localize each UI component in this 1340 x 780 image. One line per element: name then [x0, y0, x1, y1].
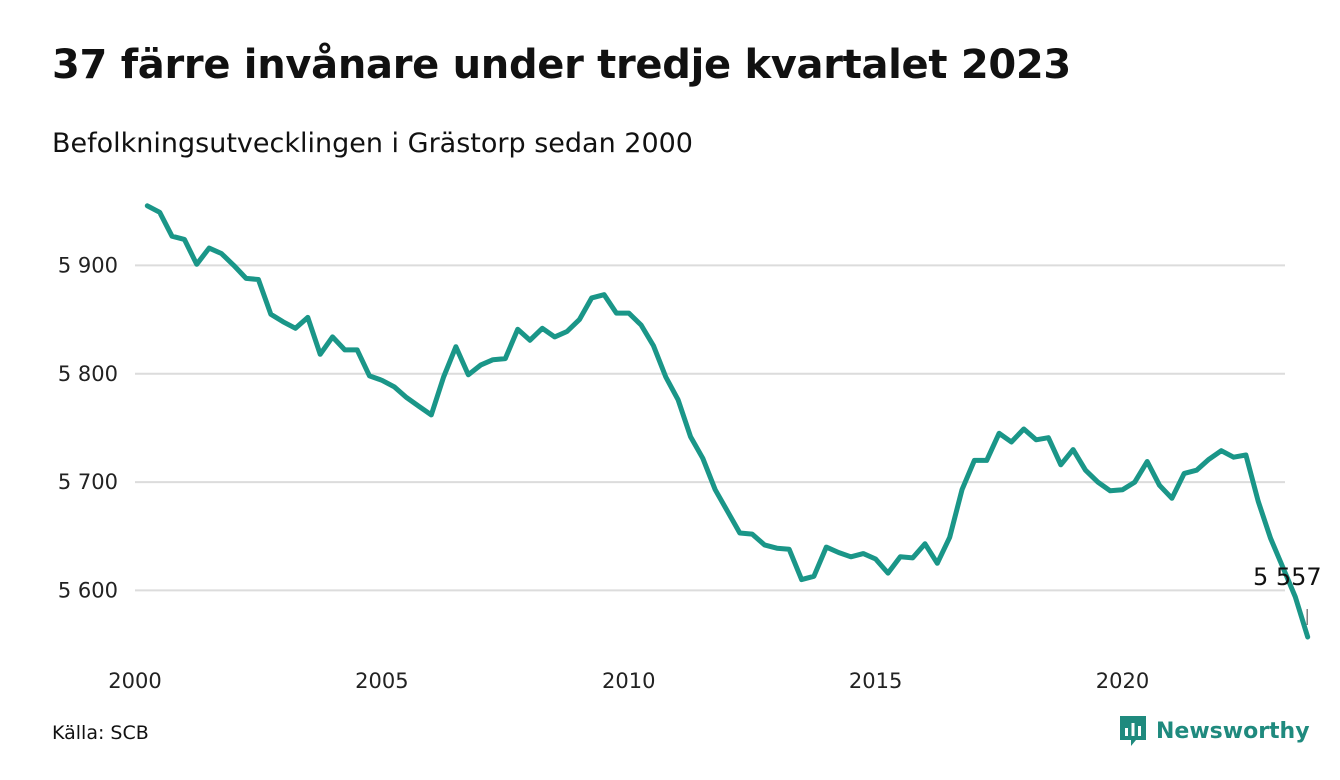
y-tick-label: 5 800: [58, 362, 118, 386]
x-tick-label: 2020: [1096, 669, 1149, 693]
series-line: [144, 203, 1311, 640]
x-tick-label: 2010: [602, 669, 655, 693]
chart-title: 37 färre invånare under tredje kvartalet…: [52, 42, 1071, 88]
x-tick-label: 2005: [355, 669, 408, 693]
newsworthy-logo: Newsworthy: [1118, 714, 1310, 748]
x-tick-label: 2000: [108, 669, 161, 693]
x-tick-label: 2015: [849, 669, 902, 693]
y-tick-label: 5 900: [58, 253, 118, 277]
chart-subtitle: Befolkningsutvecklingen i Grästorp sedan…: [52, 128, 693, 159]
chart-bubble-icon: [1120, 716, 1146, 746]
end-value-label: 5 557: [1253, 563, 1322, 591]
y-tick-label: 5 600: [58, 578, 118, 602]
brand-name: Newsworthy: [1156, 718, 1310, 744]
y-tick-label: 5 700: [58, 470, 118, 494]
source-note: Källa: SCB: [52, 722, 149, 744]
